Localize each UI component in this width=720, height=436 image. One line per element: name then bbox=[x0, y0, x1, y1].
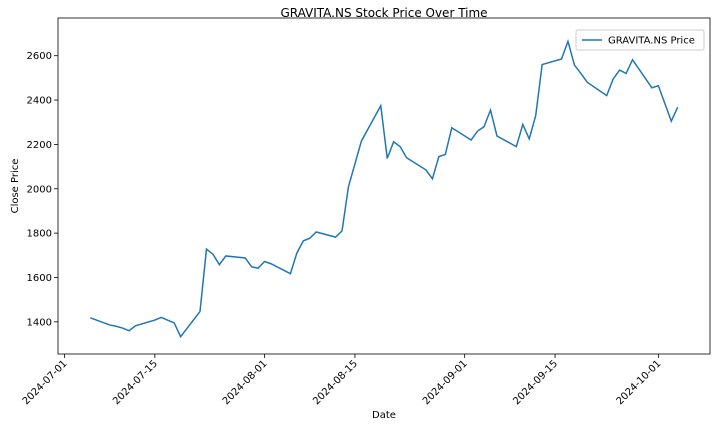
chart-title: GRAVITA.NS Stock Price Over Time bbox=[280, 6, 487, 20]
legend-box bbox=[575, 29, 705, 51]
y-tick-label: 2400 bbox=[27, 96, 52, 107]
y-tick-label: 1600 bbox=[27, 273, 52, 284]
x-tick-label: 2024-08-01 bbox=[221, 358, 270, 407]
x-tick-label: 2024-08-15 bbox=[311, 358, 360, 407]
x-tick-label: 2024-07-15 bbox=[111, 358, 160, 407]
x-tick-label: 2024-07-01 bbox=[21, 358, 70, 407]
x-tick-label: 2024-09-01 bbox=[421, 358, 470, 407]
line-series bbox=[90, 38, 679, 339]
y-tick-label: 2000 bbox=[27, 184, 52, 195]
y-tick-label: 1400 bbox=[27, 317, 52, 328]
legend-label: GRAVITA.NS Price bbox=[608, 36, 695, 47]
plot-frame bbox=[57, 17, 711, 355]
x-tick-label: 2024-10-01 bbox=[615, 358, 664, 407]
x-axis-label: Date bbox=[372, 410, 396, 421]
y-axis-label: Close Price bbox=[10, 159, 21, 214]
y-tick-label: 2200 bbox=[27, 140, 52, 151]
y-tick-label: 2600 bbox=[27, 51, 52, 62]
x-tick-label: 2024-09-15 bbox=[511, 358, 560, 407]
y-tick-label: 1800 bbox=[27, 229, 52, 240]
